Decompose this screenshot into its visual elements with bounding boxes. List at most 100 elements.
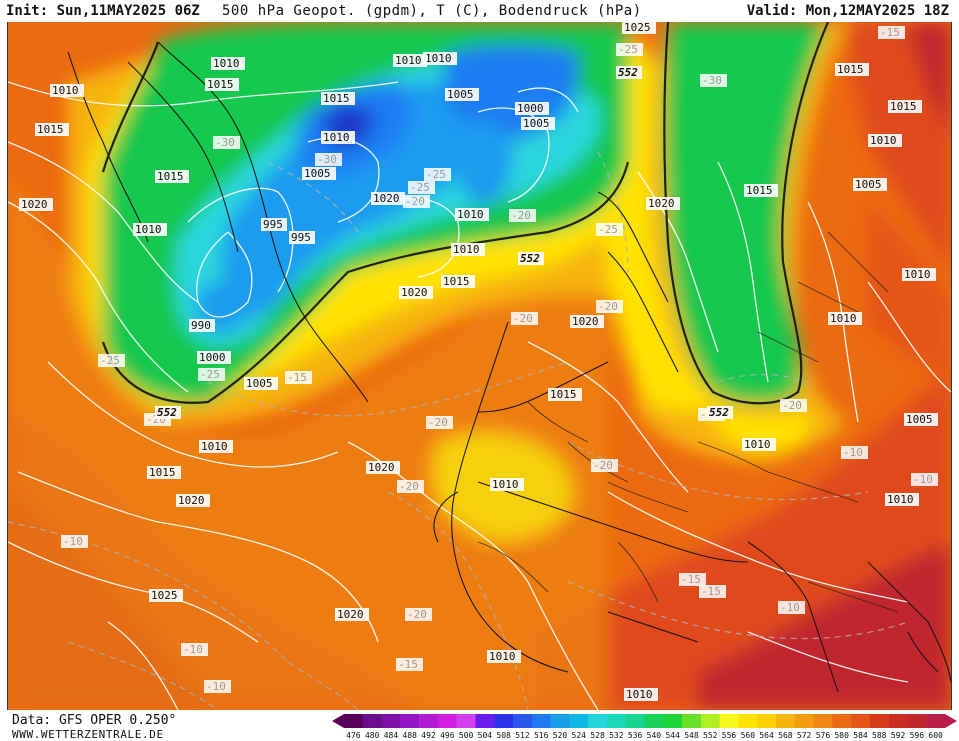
- svg-text:-10: -10: [843, 446, 863, 459]
- isobar-label: 1010: [868, 134, 902, 147]
- legend-ticks: 476 480 484 488 492 496 500 504 508 512 516 520 524 5…: [346, 731, 943, 739]
- temperature-label: -10: [204, 680, 231, 693]
- temperature-label: -20: [405, 608, 432, 621]
- isobar-label: 1015: [888, 100, 922, 113]
- legend-bin: [513, 714, 533, 728]
- contour-label: 552: [155, 406, 181, 419]
- temperature-label: -20: [596, 300, 623, 313]
- svg-text:-10: -10: [63, 535, 83, 548]
- svg-text:-20: -20: [593, 459, 613, 472]
- legend-tick-label: 580: [834, 731, 849, 739]
- svg-text:1010: 1010: [201, 440, 228, 453]
- legend-tick-label: 568: [778, 731, 793, 739]
- legend-tick-label: 588: [872, 731, 887, 739]
- svg-text:1010: 1010: [492, 478, 519, 491]
- isobar-label: 1005: [445, 88, 479, 101]
- svg-text:1005: 1005: [447, 88, 474, 101]
- svg-text:552: 552: [157, 406, 177, 419]
- svg-text:1015: 1015: [746, 184, 773, 197]
- temperature-labels: -30 -30 -25 -25 -20 -30 -25 -15: [61, 26, 938, 693]
- legend-bin: [888, 714, 908, 728]
- isobar-label: 1020: [371, 192, 405, 205]
- svg-text:1015: 1015: [890, 100, 917, 113]
- isobar-label: 1005: [302, 167, 336, 180]
- svg-text:-25: -25: [100, 354, 120, 367]
- legend-tick-label: 496: [440, 731, 455, 739]
- legend-tick-label: 540: [647, 731, 662, 739]
- legend-bin: [719, 714, 739, 728]
- svg-text:1020: 1020: [178, 494, 205, 507]
- isobar-label: 1010: [742, 438, 776, 451]
- legend-bin: [456, 714, 476, 728]
- contour-label: 552: [616, 66, 642, 79]
- svg-text:1010: 1010: [870, 134, 897, 147]
- svg-text:-15: -15: [287, 371, 307, 384]
- isobar-label: 1005: [244, 377, 278, 390]
- svg-text:1015: 1015: [207, 78, 234, 91]
- svg-text:1020: 1020: [572, 315, 599, 328]
- svg-text:-10: -10: [206, 680, 226, 693]
- svg-text:1025: 1025: [151, 589, 178, 602]
- legend-bin: [663, 714, 683, 728]
- temperature-label: -20: [591, 459, 618, 472]
- isobar-label: 1005: [521, 117, 555, 130]
- isobar-label: 1005: [853, 178, 887, 191]
- svg-text:-20: -20: [782, 399, 802, 412]
- temperature-label: -25: [98, 354, 125, 367]
- svg-text:-15: -15: [701, 585, 721, 598]
- svg-text:1015: 1015: [837, 63, 864, 76]
- svg-text:-15: -15: [880, 26, 900, 39]
- svg-text:-20: -20: [513, 312, 533, 325]
- isobar-label: 1015: [744, 184, 778, 197]
- legend-tick-label: 536: [628, 731, 643, 739]
- isobar-label: 1010: [50, 84, 84, 97]
- legend-bin: [494, 714, 514, 728]
- legend-bin: [738, 714, 758, 728]
- site-label: WWW.WETTERZENTRALE.DE: [12, 728, 164, 741]
- svg-text:1020: 1020: [368, 461, 395, 474]
- legend-bin: [757, 714, 777, 728]
- isobar-label: 1010: [393, 54, 427, 67]
- legend-bin: [700, 714, 720, 728]
- legend-tick-label: 508: [496, 731, 511, 739]
- svg-text:-30: -30: [215, 136, 235, 149]
- legend-tick-label: 556: [722, 731, 737, 739]
- valid-time-label: Valid: Mon,12MAY2025 18Z: [746, 3, 949, 19]
- legend-tick-label: 600: [928, 731, 943, 739]
- isobar-lines: [8, 81, 951, 710]
- isobar-label: 1015: [155, 170, 189, 183]
- color-legend: 476 480 484 488 492 496 500 504 508 512 516 520 524 5…: [332, 714, 957, 739]
- temperature-label: -10: [181, 643, 208, 656]
- isobar-label: 1010: [902, 268, 936, 281]
- contour-label: 552: [518, 252, 544, 265]
- svg-text:-20: -20: [511, 209, 531, 222]
- svg-text:1010: 1010: [744, 438, 771, 451]
- isobar-label: 1010: [423, 52, 457, 65]
- legend-bin: [775, 714, 795, 728]
- isobar-label: 1020: [176, 494, 210, 507]
- temperature-label: -15: [396, 658, 423, 671]
- borders: [477, 231, 899, 613]
- svg-text:1020: 1020: [401, 286, 428, 299]
- legend-tick-label: 492: [421, 731, 436, 739]
- svg-text:1010: 1010: [626, 688, 653, 701]
- legend-tick-label: 592: [891, 731, 906, 739]
- svg-text:-10: -10: [913, 473, 933, 486]
- svg-text:1010: 1010: [453, 243, 480, 256]
- svg-text:1010: 1010: [323, 131, 350, 144]
- legend-bin: [625, 714, 645, 728]
- coastlines: [67, 41, 951, 693]
- legend-bin: [475, 714, 495, 728]
- isobar-label: 1010: [199, 440, 233, 453]
- isobar-label: 1015: [548, 388, 582, 401]
- legend-bars: [344, 714, 946, 728]
- isobar-label: 1010: [487, 650, 521, 663]
- legend-bin: [682, 714, 702, 728]
- svg-text:-25: -25: [598, 223, 618, 236]
- svg-text:1020: 1020: [373, 192, 400, 205]
- svg-text:-15: -15: [681, 573, 701, 586]
- svg-text:1015: 1015: [157, 170, 184, 183]
- legend-tick-label: 504: [478, 731, 493, 739]
- svg-text:1010: 1010: [887, 493, 914, 506]
- temperature-label: -10: [778, 601, 805, 614]
